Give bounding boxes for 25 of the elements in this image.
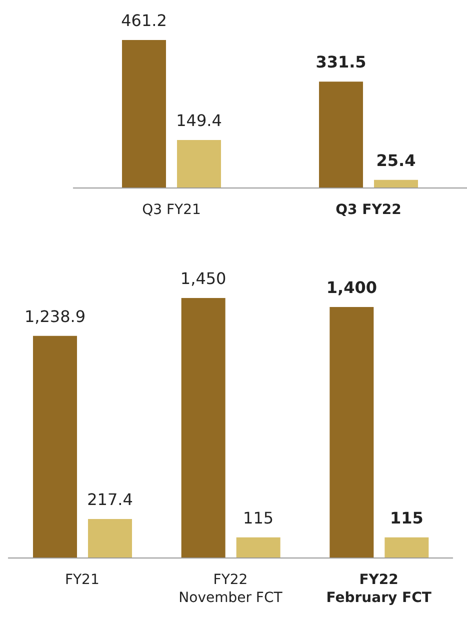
bar <box>88 519 132 558</box>
bar <box>384 537 429 558</box>
data-label: 1,400 <box>326 278 377 297</box>
x-tick-label: FY22 November FCT <box>178 572 283 606</box>
x-tick-label: Q3 FY21 <box>142 202 201 218</box>
bar <box>122 40 166 188</box>
bar <box>33 336 77 558</box>
data-label: 25.4 <box>376 150 416 170</box>
data-label: 115 <box>243 508 274 528</box>
bar <box>181 298 226 558</box>
x-tick-label: FY21 <box>64 572 100 588</box>
data-label: 217.4 <box>87 490 133 510</box>
x-tick-label: Q3 FY22 <box>336 202 402 218</box>
data-label: 1,238.9 <box>24 306 86 326</box>
bar <box>236 537 280 558</box>
bar <box>330 306 374 558</box>
bar <box>177 140 221 188</box>
data-label: 331.5 <box>316 52 366 72</box>
data-label: 461.2 <box>121 11 167 30</box>
data-label: 115 <box>390 508 424 528</box>
data-label: 149.4 <box>176 111 222 130</box>
bar <box>319 82 363 188</box>
x-tick-label: FY22 February FCT <box>326 572 432 606</box>
data-label: 1,450 <box>180 269 226 288</box>
bar <box>374 180 418 188</box>
